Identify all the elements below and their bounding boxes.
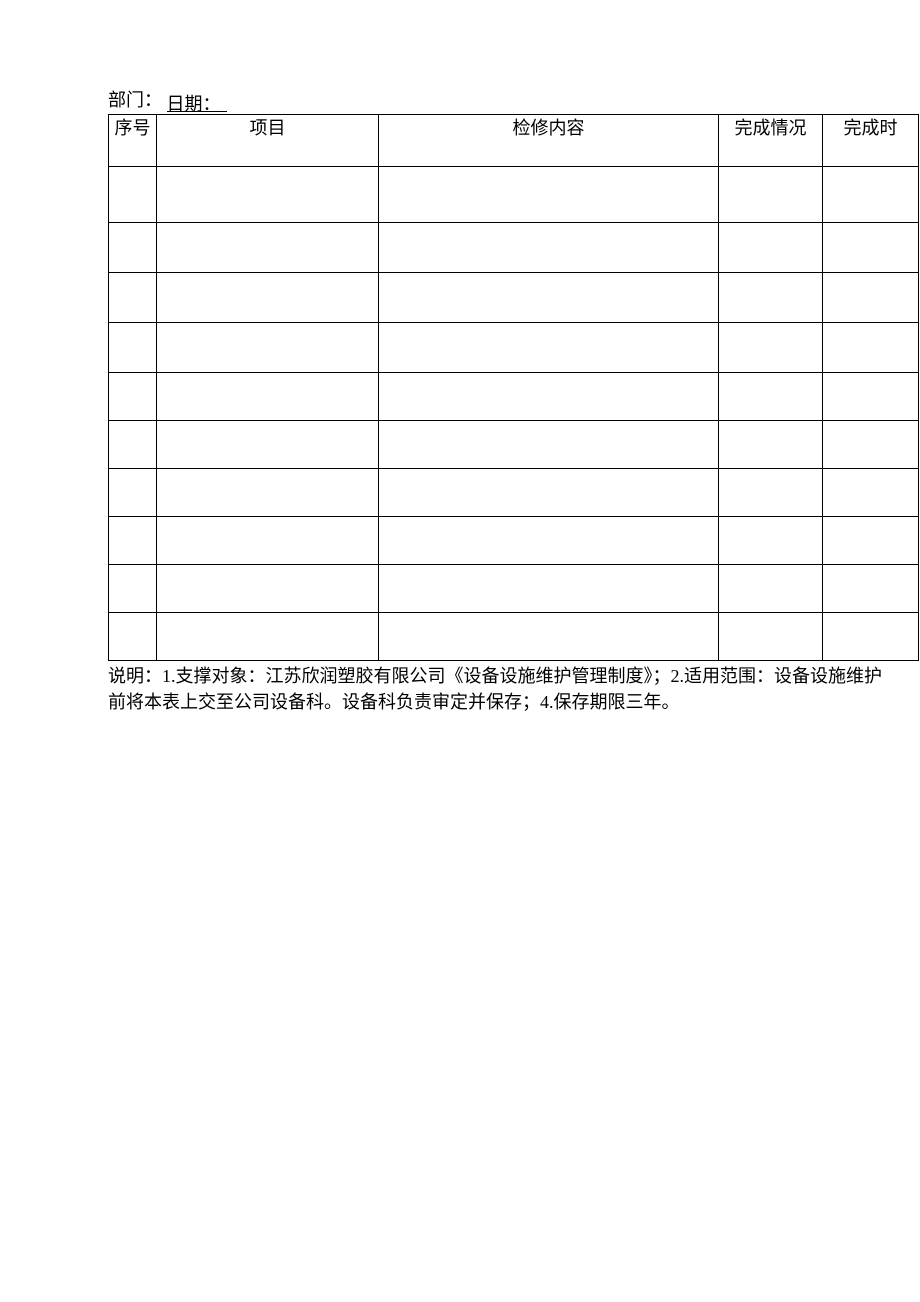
cell: [379, 421, 719, 469]
cell: [109, 223, 157, 273]
cell: [109, 469, 157, 517]
cell: [379, 323, 719, 373]
department-label: 部门：: [108, 90, 162, 110]
cell: [109, 517, 157, 565]
table-row: [109, 421, 919, 469]
cell: [379, 565, 719, 613]
cell: [157, 273, 379, 323]
cell: [719, 469, 823, 517]
cell: [379, 273, 719, 323]
table-row: [109, 373, 919, 421]
cell: [379, 613, 719, 661]
table-row: [109, 613, 919, 661]
cell: [157, 613, 379, 661]
table-row: [109, 273, 919, 323]
table-row: [109, 223, 919, 273]
cell: [109, 373, 157, 421]
date-label: 日期：: [167, 94, 221, 114]
cell: [109, 273, 157, 323]
cell: [719, 323, 823, 373]
col-header-time: 完成时: [823, 115, 919, 167]
table-row: [109, 565, 919, 613]
cell: [379, 517, 719, 565]
cell: [823, 223, 919, 273]
table-header-row: 序号 项目 检修内容 完成情况 完成时: [109, 115, 919, 167]
cell: [109, 167, 157, 223]
cell: [719, 273, 823, 323]
table-row: [109, 167, 919, 223]
cell: [109, 323, 157, 373]
cell: [157, 223, 379, 273]
notes-line-2: 前将本表上交至公司设备科。设备科负责审定并保存；4.保存期限三年。: [108, 689, 898, 715]
cell: [719, 167, 823, 223]
cell: [109, 421, 157, 469]
table-row: [109, 323, 919, 373]
cell: [379, 373, 719, 421]
col-header-completion: 完成情况: [719, 115, 823, 167]
cell: [719, 223, 823, 273]
table-row: [109, 469, 919, 517]
cell: [157, 517, 379, 565]
cell: [823, 469, 919, 517]
cell: [379, 469, 719, 517]
cell: [719, 565, 823, 613]
cell: [719, 517, 823, 565]
cell: [823, 167, 919, 223]
col-header-seq: 序号: [109, 115, 157, 167]
table-row: [109, 517, 919, 565]
col-header-project: 项目: [157, 115, 379, 167]
cell: [109, 613, 157, 661]
cell: [157, 323, 379, 373]
cell: [379, 223, 719, 273]
cell: [157, 421, 379, 469]
cell: [823, 323, 919, 373]
maintenance-table: 序号 项目 检修内容 完成情况 完成时: [108, 114, 919, 661]
col-header-content: 检修内容: [379, 115, 719, 167]
notes-line-1: 说明：1.支撑对象：江苏欣润塑胶有限公司《设备设施维护管理制度》；2.适用范围：…: [108, 663, 898, 689]
date-underline: 日期：: [167, 92, 227, 112]
cell: [157, 373, 379, 421]
notes-section: 说明：1.支撑对象：江苏欣润塑胶有限公司《设备设施维护管理制度》；2.适用范围：…: [108, 663, 898, 715]
cell: [719, 613, 823, 661]
cell: [823, 517, 919, 565]
cell: [823, 421, 919, 469]
cell: [157, 469, 379, 517]
cell: [379, 167, 719, 223]
cell: [719, 421, 823, 469]
cell: [109, 565, 157, 613]
cell: [157, 167, 379, 223]
cell: [719, 373, 823, 421]
cell: [823, 373, 919, 421]
cell: [823, 273, 919, 323]
form-header: 部门： 日期：: [108, 88, 920, 112]
cell: [823, 565, 919, 613]
cell: [157, 565, 379, 613]
cell: [823, 613, 919, 661]
